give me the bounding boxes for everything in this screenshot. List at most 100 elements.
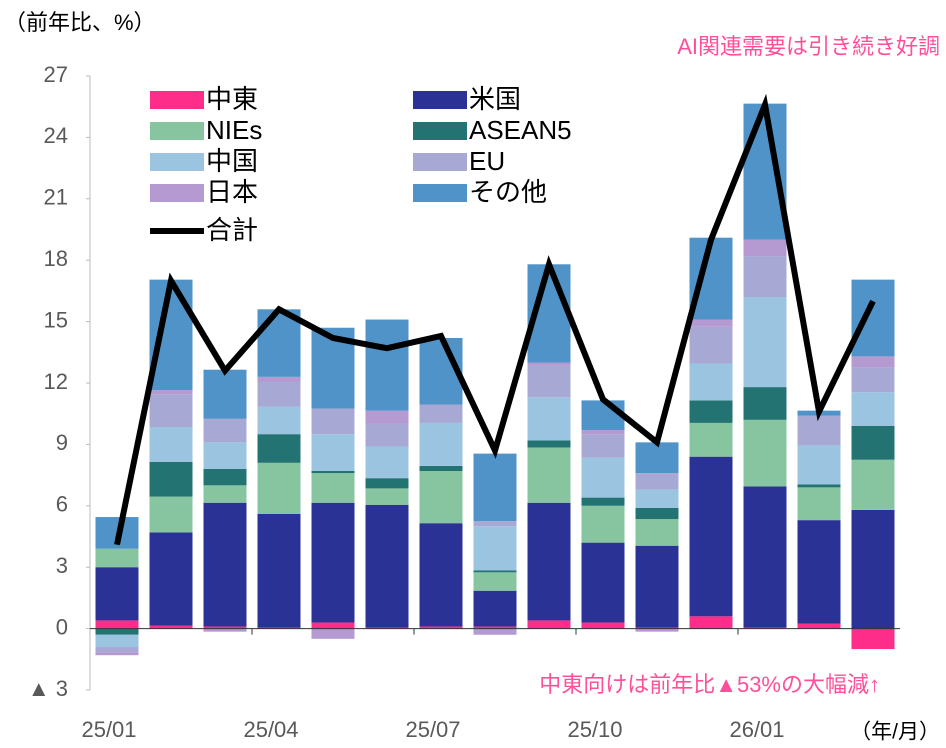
bar-segment [527, 397, 571, 441]
bar-segment [581, 542, 625, 623]
bar-segment [365, 446, 409, 479]
bar-segment [257, 309, 301, 377]
bar-segment [527, 502, 571, 621]
x-tick-label: 25/01 [81, 717, 136, 742]
bar-segment [797, 520, 841, 624]
x-axis-label: （年/月） [850, 721, 940, 744]
bar-segment [797, 487, 841, 521]
bar-segment [527, 620, 571, 629]
bar-segment [851, 356, 895, 368]
bar-segment [743, 256, 787, 298]
bar-segment [473, 521, 517, 527]
bar-segment [419, 523, 463, 627]
legend-swatch [150, 122, 204, 140]
bar-segment [689, 319, 733, 327]
bar-segment [473, 570, 517, 573]
bar-segment [257, 627, 301, 629]
bar-segment [149, 279, 193, 391]
bar-segment [473, 526, 517, 571]
bar-segment [473, 628, 517, 635]
legend-label: 日本 [206, 177, 258, 207]
legend-swatch [150, 153, 204, 171]
bar-segment [635, 507, 679, 520]
bar-segment [527, 440, 571, 448]
bar-segment [797, 445, 841, 485]
bar-segment [95, 647, 139, 653]
bar-segment [581, 505, 625, 543]
y-tick-label: 6 [56, 492, 68, 517]
y-axis-label: （前年比、%） [4, 10, 156, 35]
bar-segment [851, 509, 895, 629]
legend-label: 中国 [206, 146, 258, 176]
bar-segment [743, 486, 787, 628]
bar-segment [581, 430, 625, 435]
bar-segment [149, 461, 193, 497]
bar-segment [365, 488, 409, 505]
bar-segment [743, 387, 787, 420]
bar-segment [365, 504, 409, 628]
bar-segment [149, 625, 193, 629]
annotation: 中東向けは前年比▲53%の大幅減↑ [539, 672, 880, 697]
bar-segment [365, 478, 409, 489]
bar-segment [149, 390, 193, 395]
bar-segment [797, 484, 841, 488]
legend-label: その他 [469, 177, 547, 207]
x-tick-label: 25/07 [405, 717, 460, 742]
bar-segment [635, 627, 679, 629]
y-tick-label: ▲ 3 [28, 676, 68, 701]
bar-segment [581, 434, 625, 458]
bar-segment [635, 519, 679, 546]
bar-segment [797, 415, 841, 446]
bar-segment [743, 103, 787, 240]
y-tick-label: 12 [44, 369, 68, 394]
bar-segment [95, 652, 139, 656]
legend-swatch [150, 184, 204, 202]
x-tick-label: 25/10 [567, 717, 622, 742]
bar-segment [365, 627, 409, 629]
bar-segment [257, 513, 301, 628]
bar-segment [581, 457, 625, 498]
bar-segment [473, 572, 517, 591]
bar-segment [203, 628, 247, 632]
bar-segment [311, 502, 355, 623]
bar-segment [365, 410, 409, 424]
x-tick-label: 26/01 [729, 717, 784, 742]
bar-segment [419, 471, 463, 524]
bar-segment [257, 434, 301, 463]
legend-swatch [413, 91, 467, 109]
bar-segment [203, 485, 247, 503]
x-tick-label: 25/04 [243, 717, 298, 742]
bar-segment [419, 626, 463, 629]
bar-segment [257, 462, 301, 514]
annotation: AI関連需要は引き続き好調 [677, 34, 940, 59]
bar-segment [257, 376, 301, 382]
legend-label: NIEs [206, 115, 262, 145]
bar-segment [851, 425, 895, 460]
bar-segment [581, 400, 625, 431]
legend-label: 米国 [469, 84, 521, 114]
legend-swatch [413, 122, 467, 140]
legend-label: 合計 [206, 215, 258, 245]
legend-swatch [150, 91, 204, 109]
bar-segment [635, 442, 679, 474]
bar-segment [527, 447, 571, 503]
bar-segment [95, 628, 139, 635]
bar-segment [149, 532, 193, 626]
legend-label: EU [469, 146, 505, 176]
bar-segment [95, 634, 139, 648]
bar-segment [581, 497, 625, 506]
y-tick-label: 3 [56, 553, 68, 578]
bar-segment [149, 394, 193, 428]
y-tick-label: 15 [44, 307, 68, 332]
bar-segment [743, 627, 787, 629]
bar-segment [635, 628, 679, 632]
bar-segment [419, 465, 463, 472]
bar-segment [311, 628, 355, 639]
y-tick-label: 9 [56, 430, 68, 455]
bar-segment [851, 279, 895, 357]
bar-segment [311, 471, 355, 474]
legend-swatch [413, 184, 467, 202]
bar-segment [203, 418, 247, 443]
bar-segment [851, 628, 895, 650]
